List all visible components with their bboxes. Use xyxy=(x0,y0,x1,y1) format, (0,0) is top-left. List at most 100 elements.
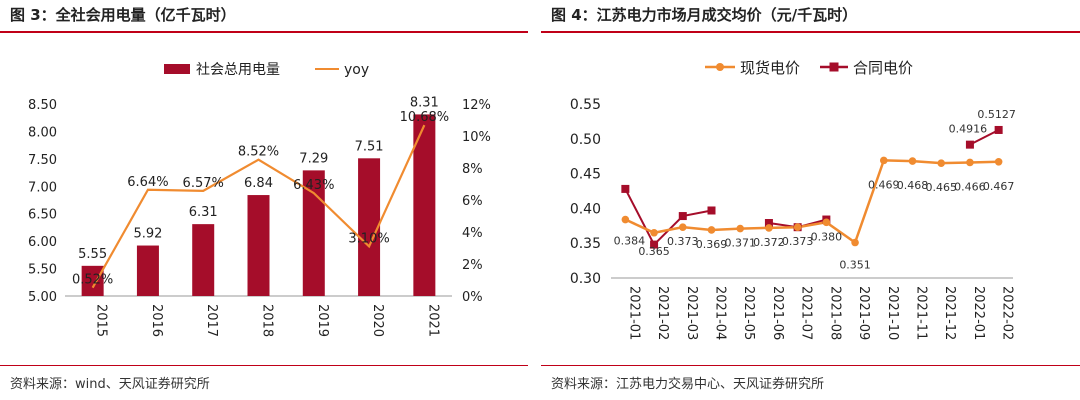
y-tick-label: 5.50 xyxy=(28,263,57,278)
y2-tick-label: 10% xyxy=(462,130,491,145)
bar-value-label: 8.31 xyxy=(410,95,439,110)
spot-price-point xyxy=(937,159,946,167)
contract-price-point xyxy=(621,184,630,193)
left-footer-rule xyxy=(0,365,528,366)
y2-tick-label: 12% xyxy=(462,98,491,113)
y2-tick-label: 8% xyxy=(462,162,483,177)
right-footer-rule xyxy=(541,365,1080,366)
spot-price-line xyxy=(624,159,999,245)
spot-price-label: 0.466 xyxy=(954,180,986,193)
contract-price-point xyxy=(650,240,659,249)
contract-price-label: 0.4916 xyxy=(949,123,988,136)
bar xyxy=(302,170,325,296)
bar-value-label: 5.55 xyxy=(78,247,107,262)
spot-price-label: 0.372 xyxy=(753,236,785,249)
bar-value-label: 6.31 xyxy=(189,205,218,220)
left-chart-panel: 图 3：全社会用电量（亿千瓦时） 社会总用电量 yoy 5.00 5.50 6.00 6.… xyxy=(0,0,528,400)
contract-price-point xyxy=(764,219,773,228)
x-tick-label: 2021-08 xyxy=(827,286,842,340)
contract-price-point xyxy=(965,140,974,149)
x-tick-label: 2021-01 xyxy=(626,286,641,340)
bar-value-label: 7.51 xyxy=(355,139,384,154)
y-tick-label: 0.45 xyxy=(570,167,601,183)
left-chart-title: 图 3：全社会用电量（亿千瓦时） xyxy=(10,6,236,24)
y2-tick-label: 0% xyxy=(462,290,483,305)
y-tick-label: 8.50 xyxy=(28,98,57,113)
legend-marker-contract xyxy=(829,62,839,72)
jiangsu-price-chart: 现货电价 合同电价0.300.350.400.450.500.550.3840.3… xyxy=(570,59,1016,340)
electricity-consumption-chart: 社会总用电量 yoy 5.00 5.50 6.00 6.50 7.00 7.50 8.00 8.5… xyxy=(28,62,491,337)
y2-tick-label: 4% xyxy=(462,226,483,241)
spot-price-label: 0.369 xyxy=(696,238,728,251)
x-tick-label: 2022-01 xyxy=(971,286,986,340)
right-chart-panel: 图 4：江苏电力市场月成交均价（元/千瓦时） 现货电价 合同电价 0.30 0.35 0… xyxy=(541,0,1080,400)
x-tick-label: 2021-05 xyxy=(741,286,756,340)
bar-value-label: 7.29 xyxy=(299,151,328,166)
spot-price-label: 0.365 xyxy=(638,245,670,258)
spot-price-label: 0.380 xyxy=(811,230,843,243)
bar xyxy=(247,195,270,296)
x-tick-label: 2020 xyxy=(370,304,385,337)
yoy-value-label: 6.43% xyxy=(293,178,334,193)
left-chart-source: 资料来源：wind、天风证券研究所 xyxy=(10,377,210,392)
y-tick-label: 6.50 xyxy=(28,208,57,223)
spot-price-label: 0.467 xyxy=(983,180,1015,193)
right-chart-source: 资料来源：江苏电力交易中心、天风证券研究所 xyxy=(551,377,825,392)
bar xyxy=(413,114,436,297)
x-tick-label: 2016 xyxy=(149,304,164,337)
spot-price-point xyxy=(678,223,687,231)
legend-label-spot: 现货电价 xyxy=(740,59,800,77)
spot-price-label: 0.465 xyxy=(925,181,957,194)
spot-price-label: 0.384 xyxy=(614,235,646,248)
spot-price-point xyxy=(793,223,802,231)
spot-price-point xyxy=(994,157,1003,166)
contract-price-point xyxy=(678,212,687,221)
spot-price-point xyxy=(765,224,773,232)
right-title-rule xyxy=(541,31,1080,33)
contract-price-point xyxy=(707,206,716,215)
y2-tick-label: 2% xyxy=(462,258,483,273)
bar-value-label: 5.92 xyxy=(133,227,162,242)
spot-price-label: 0.469 xyxy=(868,178,900,191)
spot-price-label: 0.468 xyxy=(897,179,929,192)
y-tick-label: 5.00 xyxy=(28,290,57,305)
bar xyxy=(358,158,381,296)
yoy-value-label: 6.57% xyxy=(183,176,224,191)
legend-label-bar: 社会总用电量 xyxy=(196,62,280,78)
x-tick-label: 2021-12 xyxy=(942,286,957,340)
y-tick-label: 0.40 xyxy=(570,201,601,217)
y-tick-label: 7.50 xyxy=(28,153,57,168)
x-tick-label: 2021-11 xyxy=(914,286,929,340)
spot-price-point xyxy=(966,158,974,167)
bar xyxy=(192,224,215,296)
legend-swatch-bar xyxy=(164,64,190,74)
spot-price-point xyxy=(879,156,888,165)
spot-price-point xyxy=(822,218,831,227)
spot-price-label: 0.371 xyxy=(724,237,756,250)
spot-price-label: 0.373 xyxy=(782,235,814,248)
bar xyxy=(136,245,159,296)
y-tick-label: 0.35 xyxy=(570,236,601,252)
x-tick-label: 2021-03 xyxy=(684,286,699,340)
y-tick-label: 8.00 xyxy=(28,125,57,140)
yoy-value-label: 0.52% xyxy=(72,273,113,288)
yoy-value-label: 10.68% xyxy=(400,110,450,125)
x-tick-label: 2021-02 xyxy=(655,286,670,340)
spot-price-point xyxy=(650,228,658,237)
y-tick-label: 0.30 xyxy=(570,271,601,287)
y-tick-label: 6.00 xyxy=(28,235,57,250)
y2-tick-label: 6% xyxy=(462,194,483,209)
yoy-value-label: 8.52% xyxy=(238,145,279,160)
x-tick-label: 2021-06 xyxy=(770,286,785,340)
spot-price-point xyxy=(908,157,917,165)
bar-value-label: 6.84 xyxy=(244,176,273,191)
left-title-rule xyxy=(0,31,528,33)
x-tick-label: 2021-07 xyxy=(799,286,814,340)
contract-price-label: 0.5127 xyxy=(977,108,1016,121)
yoy-line xyxy=(91,124,426,289)
contract-price-point xyxy=(994,125,1003,134)
yoy-value-label: 6.64% xyxy=(127,175,168,190)
right-chart-title: 图 4：江苏电力市场月成交均价（元/千瓦时） xyxy=(551,6,858,24)
y-tick-label: 7.00 xyxy=(28,180,57,195)
bar xyxy=(81,265,104,296)
